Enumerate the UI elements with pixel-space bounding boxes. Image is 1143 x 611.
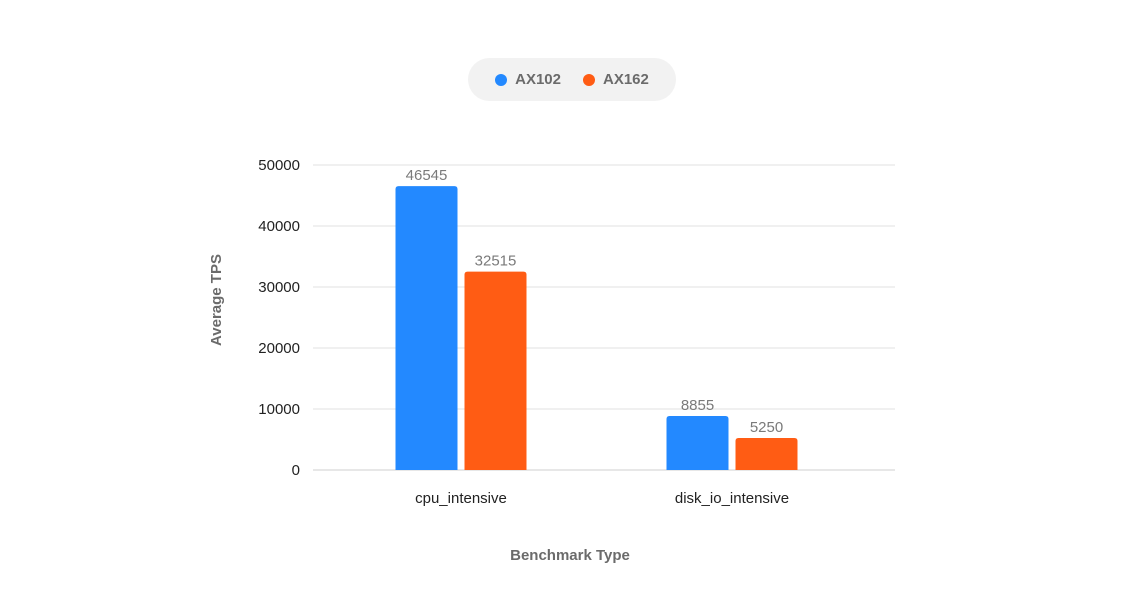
legend-swatch-ax162: [583, 73, 595, 86]
bar-ax162-cpu_intensive[interactable]: [464, 271, 527, 470]
legend-label-ax102: AX102: [515, 71, 561, 88]
legend-swatch-ax102: [495, 73, 508, 86]
y-tick-label: 20000: [258, 340, 300, 357]
x-axis-title: Benchmark Type: [510, 547, 630, 564]
legend-item-ax102[interactable]: AX102: [495, 71, 561, 88]
bar-ax162-disk_io_intensive[interactable]: [735, 437, 798, 470]
x-tick-label: disk_io_intensive: [675, 490, 789, 507]
legend-item-ax162[interactable]: AX162: [583, 71, 649, 88]
y-tick-label: 50000: [258, 157, 300, 174]
bars: [395, 186, 798, 470]
y-tick-label: 40000: [258, 218, 300, 235]
legend: AX102 AX162: [468, 58, 676, 101]
bar-ax102-cpu_intensive[interactable]: [395, 186, 458, 470]
legend-label-ax162: AX162: [603, 71, 649, 88]
y-axis-ticks: 0 10000 20000 30000 40000 50000: [258, 157, 300, 479]
x-tick-label: cpu_intensive: [415, 490, 507, 507]
data-label: 8855: [681, 397, 714, 414]
x-axis-ticks: cpu_intensive disk_io_intensive: [415, 490, 789, 507]
y-tick-label: 30000: [258, 279, 300, 296]
data-labels: 46545 32515 8855 5250: [406, 167, 784, 436]
y-tick-label: 10000: [258, 401, 300, 418]
data-label: 32515: [475, 253, 517, 270]
y-axis-title: Average TPS: [208, 254, 225, 346]
y-tick-label: 0: [292, 462, 300, 479]
data-label: 5250: [750, 419, 783, 436]
bar-ax102-disk_io_intensive[interactable]: [666, 415, 729, 470]
data-label: 46545: [406, 167, 448, 184]
